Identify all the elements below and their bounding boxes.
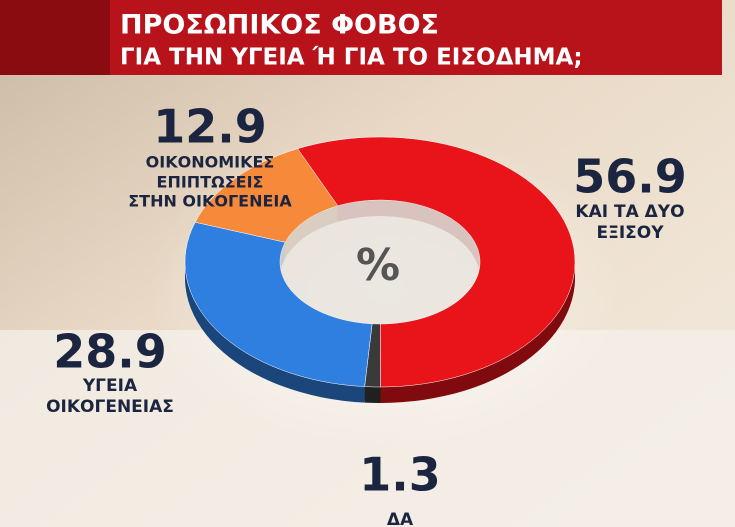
category-label: ΚΑΙ ΤΑ ΔΥΟ bbox=[575, 202, 684, 222]
header-bar bbox=[110, 0, 722, 75]
value-label: 12.9 bbox=[153, 100, 267, 154]
category-label: ΟΙΚΟΓΕΝΕΙΑΣ bbox=[46, 397, 174, 417]
donut bbox=[184, 136, 576, 403]
chart-title: ΠΡΟΣΩΠΙΚΟΣ ΦΟΒΟΣ bbox=[120, 10, 439, 41]
category-label: ΟΙΚΟΝΟΜΙΚΕΣ bbox=[146, 153, 275, 172]
header-block bbox=[0, 0, 110, 75]
category-label: ΣΤΗΝ ΟΙΚΟΓΕΝΕΙΑ bbox=[128, 192, 292, 211]
value-label: 56.9 bbox=[573, 150, 687, 204]
category-label: ΕΠΙΠΤΩΣΕΙΣ bbox=[157, 173, 264, 192]
category-label: ΥΓΕΙΑ bbox=[82, 376, 138, 396]
center-label: % bbox=[356, 240, 400, 291]
value-label: 28.9 bbox=[53, 325, 167, 379]
category-label: ΔΑ bbox=[387, 510, 414, 527]
value-label: 1.3 bbox=[359, 448, 441, 502]
hole bbox=[280, 200, 480, 324]
category-label: ΕΞΙΣΟΥ bbox=[596, 223, 664, 243]
chart-subtitle: ΓΙΑ ΤΗΝ ΥΓΕΙΑ Ή ΓΙΑ ΤΟ ΕΙΣΟΔΗΜΑ; bbox=[120, 45, 583, 71]
